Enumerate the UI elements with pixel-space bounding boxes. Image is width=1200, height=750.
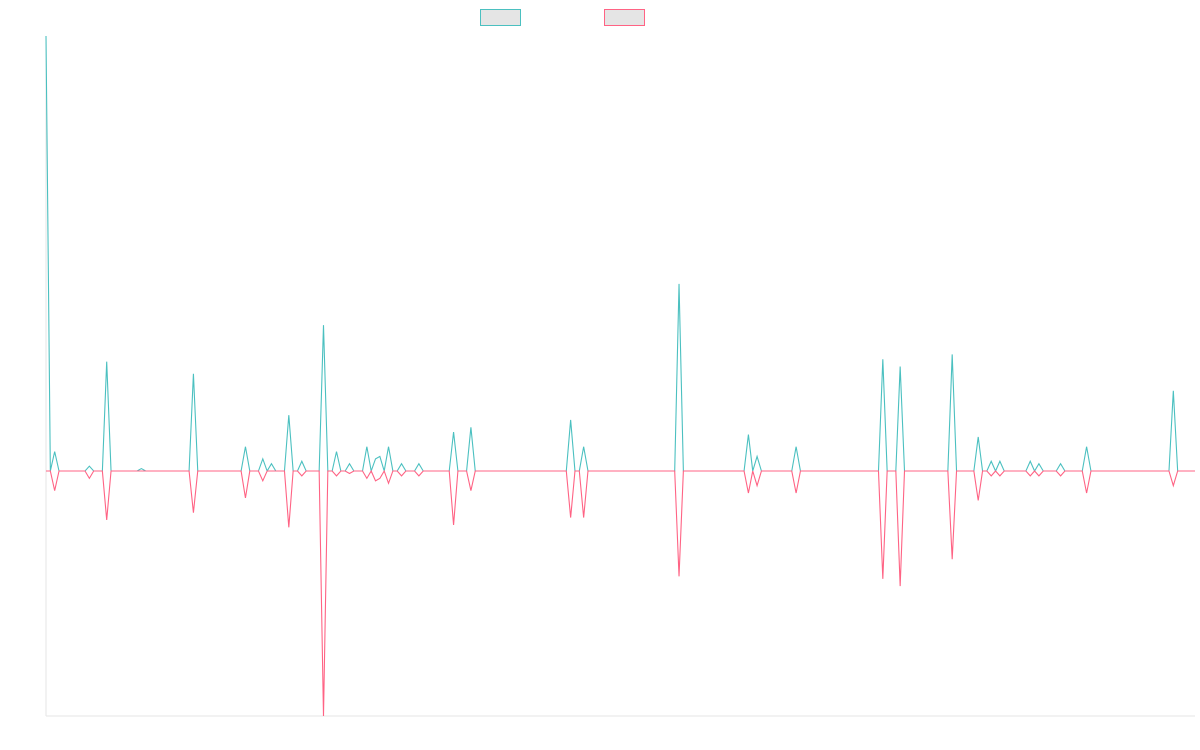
series-line-2 <box>46 469 1195 717</box>
axes <box>45 36 1195 717</box>
legend <box>480 9 645 26</box>
series-line-1 <box>45 35 1195 474</box>
series-layer <box>45 35 1195 717</box>
legend-swatch-2 <box>604 9 645 26</box>
legend-swatch-1 <box>480 9 521 26</box>
